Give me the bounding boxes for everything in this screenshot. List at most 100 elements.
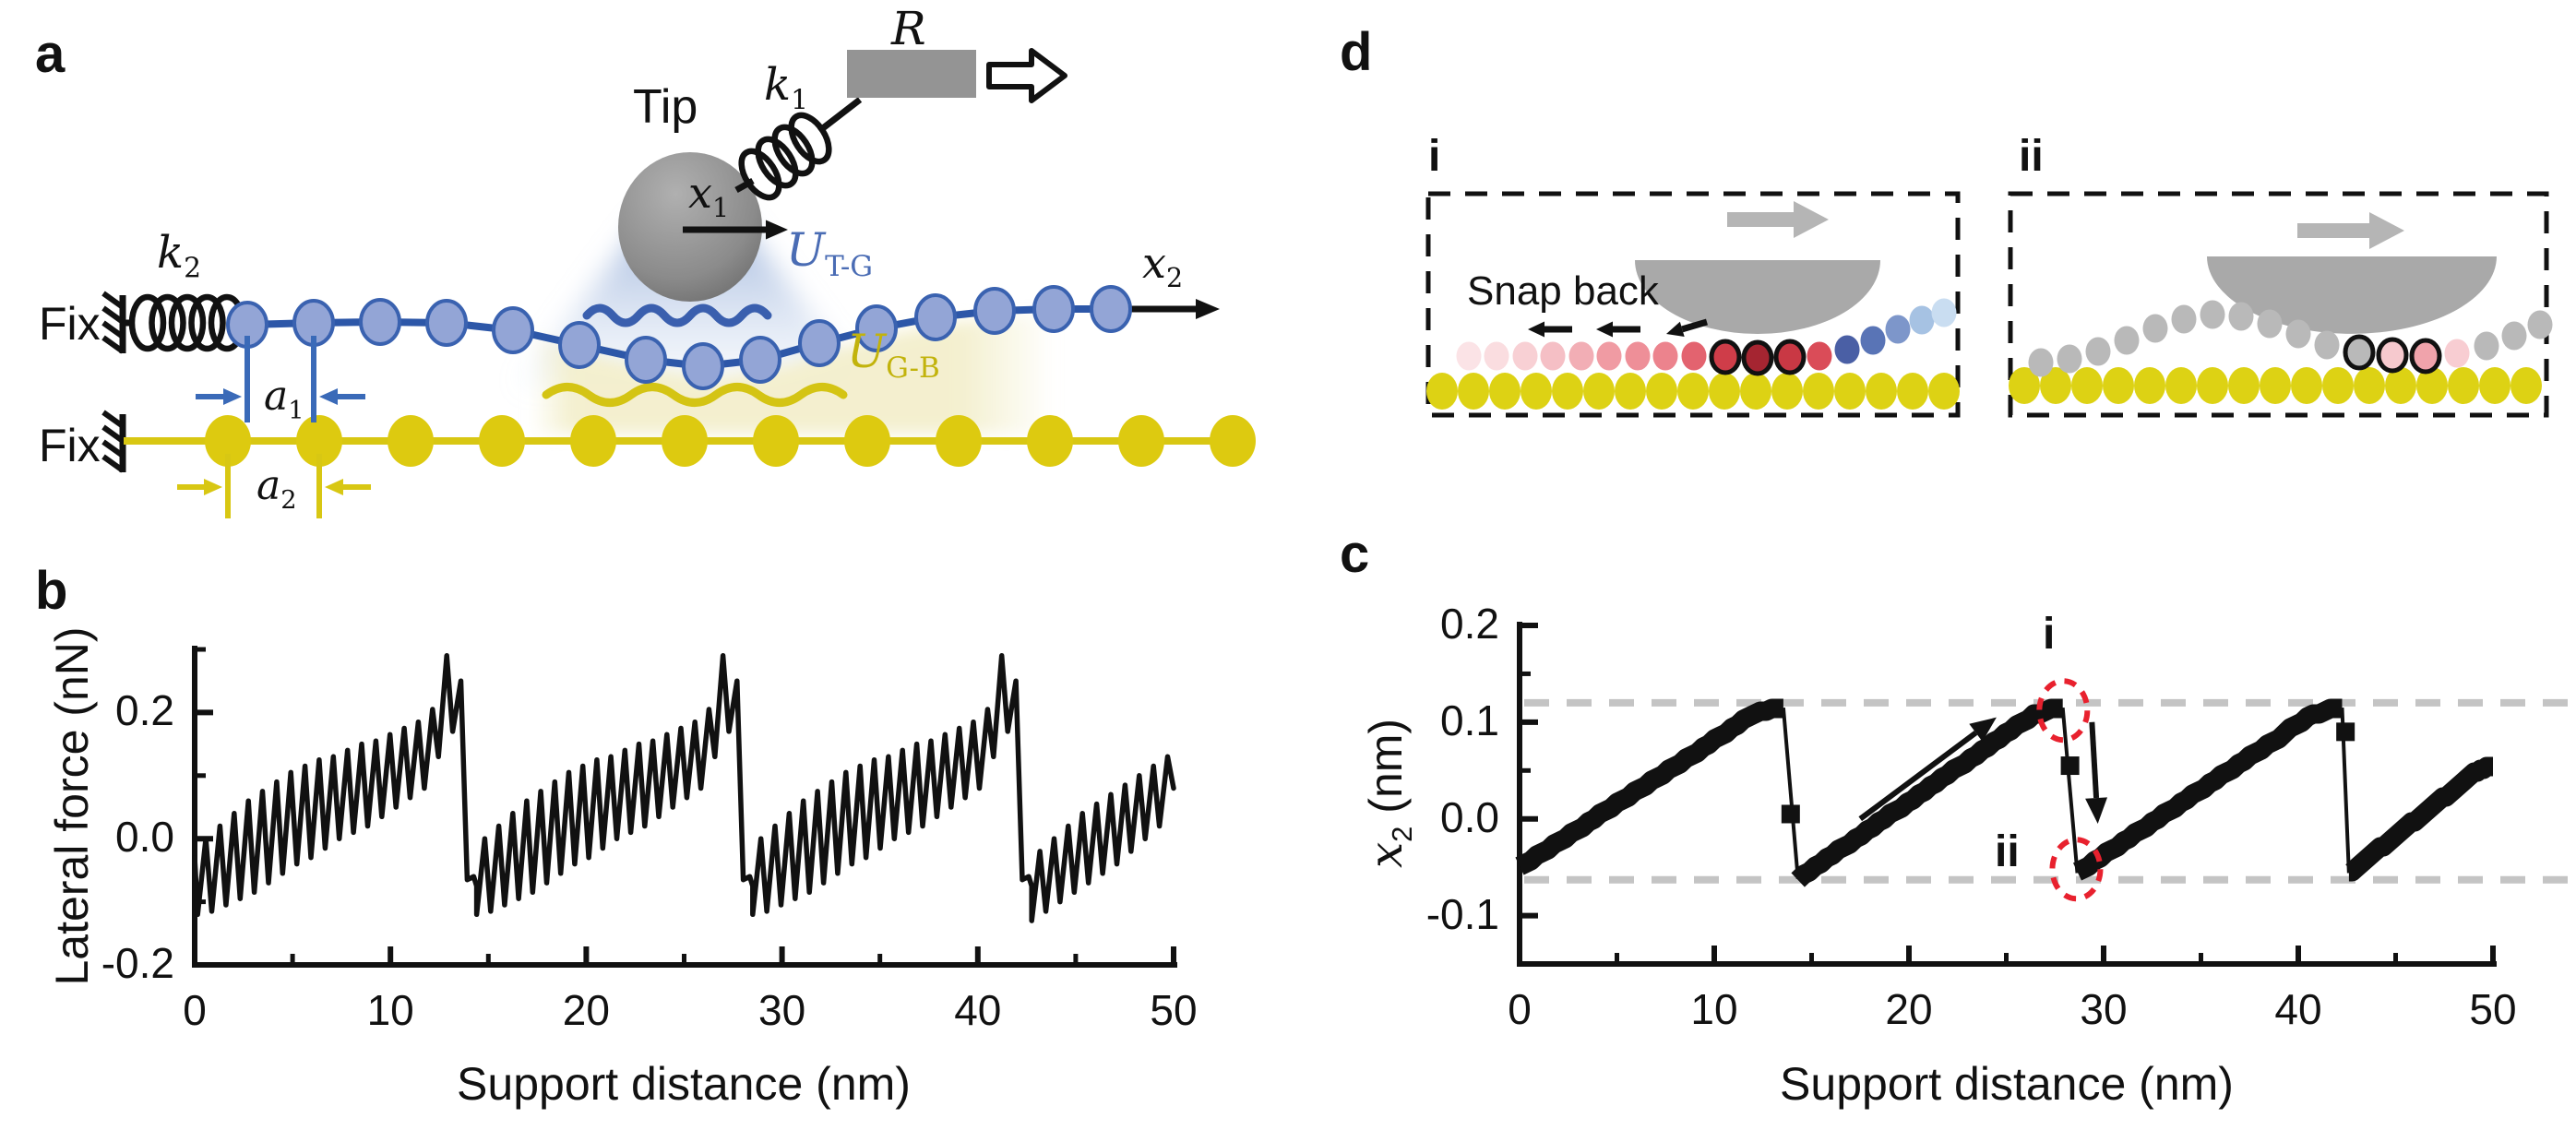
fix-top-label: Fix bbox=[39, 298, 101, 350]
spring-k1-coil bbox=[755, 136, 799, 189]
fix-wall-hatch bbox=[101, 410, 125, 429]
spring-k2-coil bbox=[128, 293, 167, 352]
x-tick-label: 0 bbox=[1508, 985, 1532, 1033]
bulk-atom bbox=[662, 415, 708, 467]
substrate-atom bbox=[1583, 373, 1615, 410]
substrate-atom bbox=[1521, 373, 1552, 410]
substrate-atom bbox=[1834, 373, 1866, 410]
panel-d-sub-ii-label: ii bbox=[2019, 132, 2044, 181]
a1-dim-arrow-head bbox=[223, 388, 242, 405]
substrate-atom bbox=[1897, 373, 1928, 410]
chain-atom bbox=[1540, 341, 1566, 371]
tip-graphene-glow bbox=[517, 220, 867, 386]
graphene-atom bbox=[425, 299, 468, 347]
chain-atom bbox=[2527, 310, 2553, 339]
x-tick-label: 50 bbox=[1150, 986, 1198, 1034]
x-tick-label: 40 bbox=[2274, 985, 2322, 1033]
panel-a-letter: a bbox=[35, 24, 66, 84]
x2-displacement-trace bbox=[1791, 698, 2067, 887]
u-tg-label: UT-G bbox=[786, 223, 874, 283]
bulk-atom bbox=[844, 415, 890, 467]
panel-a-schematic bbox=[101, 48, 1256, 518]
chain-atom-highlighted bbox=[2376, 337, 2409, 374]
bulk-atom bbox=[936, 415, 982, 467]
fix-wall-hatch bbox=[101, 305, 125, 325]
snapshot-i-box bbox=[1425, 191, 1961, 418]
tip-graphene-wave bbox=[582, 303, 772, 327]
bulk-atom bbox=[753, 415, 799, 467]
panel-d-sub-i-label: i bbox=[1428, 132, 1441, 181]
graphene-atom bbox=[739, 336, 781, 384]
a1-spacing-label: a1 bbox=[264, 373, 304, 425]
substrate-atom bbox=[2071, 367, 2103, 404]
substrate-atom bbox=[2040, 367, 2071, 404]
drive-direction-arrow bbox=[986, 48, 1067, 103]
chain-atom bbox=[2228, 302, 2254, 331]
chain-atom bbox=[2444, 339, 2470, 368]
y-tick-label: 0.0 bbox=[115, 813, 174, 862]
chain-atom bbox=[1860, 326, 1886, 355]
a2-spacing-label: a2 bbox=[256, 462, 297, 515]
tip-label: Tip bbox=[633, 80, 698, 134]
chain-atom bbox=[2028, 348, 2054, 377]
rise-annotation-arrow bbox=[1858, 730, 1978, 822]
chain-atom bbox=[2085, 337, 2111, 366]
support-block bbox=[847, 50, 976, 98]
u-gb-label: UG-B bbox=[847, 325, 940, 385]
chain-atom bbox=[2142, 314, 2168, 343]
graphene-atom bbox=[1090, 285, 1132, 333]
substrate-atom bbox=[2479, 367, 2510, 404]
substrate-atom bbox=[1928, 373, 1960, 410]
slide-direction-arrow-ii bbox=[2297, 212, 2404, 249]
bulk-atom bbox=[296, 415, 342, 467]
x-tick-label: 10 bbox=[1690, 985, 1738, 1033]
slip-annotation-arrow-head bbox=[2085, 797, 2108, 824]
slip-annotation-arrow bbox=[2089, 721, 2100, 799]
spring-k2-coil bbox=[168, 293, 207, 352]
substrate-atom bbox=[2228, 367, 2260, 404]
panel-d-letter: d bbox=[1340, 22, 1373, 82]
axis-spine bbox=[1517, 622, 2497, 967]
x2-displacement-trace bbox=[2072, 698, 2346, 881]
k1-label: k1 bbox=[764, 59, 809, 117]
panel-b-chart bbox=[192, 646, 1177, 968]
chain-atom bbox=[1652, 341, 1678, 371]
substrate-atom bbox=[2103, 367, 2134, 404]
substrate-atom bbox=[2416, 367, 2448, 404]
graphene-atom bbox=[682, 342, 724, 390]
chain-atom bbox=[2200, 300, 2225, 329]
slide-direction-arrow-i bbox=[1727, 201, 1829, 238]
y-tick-label: -0.2 bbox=[101, 939, 174, 987]
graphene-atom bbox=[914, 293, 957, 341]
substrate-atom bbox=[1458, 373, 1489, 410]
substrate-atom bbox=[2354, 367, 2385, 404]
fix-wall-hatch bbox=[101, 291, 125, 310]
substrate-atom bbox=[1489, 373, 1521, 410]
annotation-i-label: i bbox=[2043, 610, 2056, 659]
panel-c-letter: c bbox=[1340, 524, 1370, 584]
x2-label: x2 bbox=[1142, 238, 1184, 294]
slip-intermediate-marker bbox=[2336, 722, 2355, 742]
substrate-atom bbox=[2134, 367, 2165, 404]
rise-annotation-arrow-head bbox=[1969, 717, 1997, 742]
snap-back-label: Snap back bbox=[1467, 268, 1659, 314]
x-tick-label: 10 bbox=[366, 986, 414, 1034]
chain-atom bbox=[1512, 341, 1538, 371]
panel-c-xlabel: Support distance (nm) bbox=[1780, 1058, 2234, 1110]
bulk-atom bbox=[388, 415, 434, 467]
graphene-atom bbox=[798, 319, 841, 367]
bulk-atom bbox=[479, 415, 525, 467]
x-tick-label: 30 bbox=[758, 986, 806, 1034]
bulk-atom bbox=[205, 415, 251, 467]
chain-atom bbox=[2314, 330, 2340, 360]
chain-atom bbox=[1931, 298, 1957, 327]
slip-intermediate-marker bbox=[1781, 804, 1800, 824]
chain-atom bbox=[2057, 344, 2082, 374]
chain-atom-highlighted bbox=[2409, 338, 2442, 375]
chain-atom bbox=[2285, 319, 2311, 349]
x-tick-label: 20 bbox=[1885, 985, 1933, 1033]
bulk-atom bbox=[1118, 415, 1164, 467]
panel-d-schematic bbox=[1425, 191, 2553, 418]
graphene-atom bbox=[1032, 285, 1075, 333]
